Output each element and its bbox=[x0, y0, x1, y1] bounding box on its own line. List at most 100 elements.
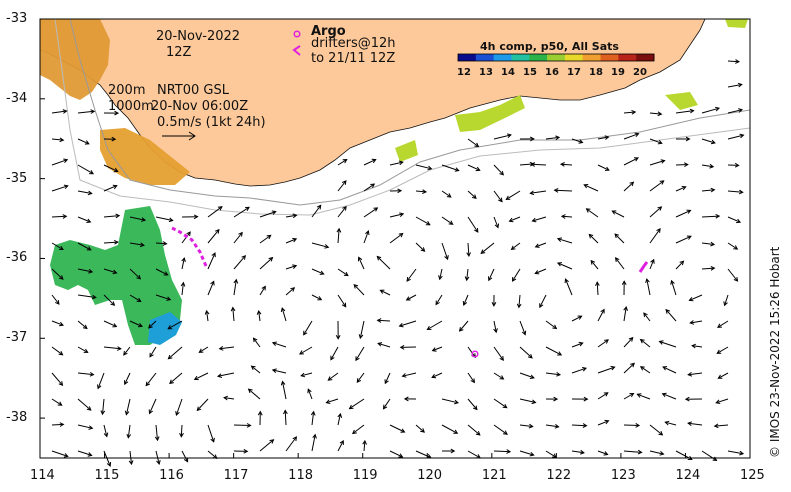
current-vector-head bbox=[685, 136, 691, 142]
current-vector-head bbox=[564, 278, 569, 284]
current-vector-head bbox=[539, 303, 544, 309]
current-vector bbox=[596, 282, 599, 296]
current-vector bbox=[389, 233, 403, 244]
current-vector-head bbox=[113, 167, 119, 173]
current-vector-head bbox=[438, 275, 443, 281]
current-vector bbox=[623, 393, 634, 400]
current-vector bbox=[155, 294, 171, 301]
current-vector bbox=[207, 424, 215, 442]
current-vector bbox=[129, 216, 146, 221]
current-vector bbox=[124, 372, 131, 385]
current-vector-head bbox=[348, 404, 354, 410]
current-vector-head bbox=[531, 217, 537, 223]
current-vector bbox=[640, 366, 651, 374]
x-tick-label: 114 bbox=[30, 468, 55, 483]
current-vector-head bbox=[336, 227, 342, 233]
current-vector bbox=[248, 388, 261, 400]
current-vector bbox=[51, 242, 64, 250]
sst-green-patch bbox=[50, 206, 182, 345]
current-vector-head bbox=[717, 323, 722, 328]
current-vector-head bbox=[505, 195, 511, 200]
current-vector-head bbox=[691, 343, 696, 349]
current-vector bbox=[727, 242, 738, 250]
current-vector bbox=[439, 268, 443, 280]
current-vector bbox=[103, 320, 117, 328]
current-vector bbox=[219, 346, 235, 350]
current-vector bbox=[688, 422, 703, 426]
current-vector-head bbox=[373, 207, 379, 212]
current-vector bbox=[103, 241, 118, 244]
current-vector-head bbox=[578, 139, 584, 144]
current-vector bbox=[519, 398, 536, 403]
current-vector-head bbox=[325, 399, 331, 404]
current-vector-head bbox=[319, 270, 325, 275]
map-hour: 12Z bbox=[166, 45, 192, 60]
current-vector bbox=[427, 320, 443, 330]
current-vector-head bbox=[371, 158, 377, 164]
current-vector bbox=[571, 138, 583, 143]
current-vector bbox=[282, 381, 287, 400]
current-vector-head bbox=[216, 373, 223, 378]
current-vector-head bbox=[578, 341, 584, 347]
current-vector bbox=[545, 346, 562, 356]
current-vector bbox=[155, 424, 158, 441]
current-vector-head bbox=[521, 330, 527, 336]
current-vector-head bbox=[670, 279, 675, 285]
current-vector bbox=[311, 411, 315, 426]
current-vector bbox=[180, 424, 183, 437]
current-vector bbox=[716, 346, 729, 354]
current-vector-head bbox=[435, 300, 440, 306]
current-vector-head bbox=[631, 109, 637, 115]
current-vector-head bbox=[714, 106, 721, 112]
current-vector-head bbox=[269, 439, 275, 444]
current-vector bbox=[285, 265, 297, 270]
current-vector bbox=[207, 281, 215, 296]
current-vector-head bbox=[715, 399, 721, 404]
current-vector-head bbox=[529, 136, 535, 142]
current-vector-head bbox=[659, 451, 665, 456]
current-vector-head bbox=[210, 437, 215, 443]
current-vector bbox=[512, 268, 521, 282]
current-vector bbox=[103, 268, 117, 274]
current-vector bbox=[51, 346, 63, 356]
current-vector-head bbox=[582, 367, 587, 372]
current-vector-head bbox=[689, 108, 695, 114]
current-vector-head bbox=[241, 255, 246, 260]
current-vector bbox=[51, 138, 64, 141]
current-vector-head bbox=[686, 235, 692, 240]
colorbar-segment bbox=[564, 54, 584, 61]
current-vector-head bbox=[508, 217, 514, 223]
current-vector-head bbox=[58, 350, 64, 356]
current-vector bbox=[77, 268, 93, 273]
current-vector bbox=[259, 286, 266, 296]
current-vector bbox=[441, 424, 458, 434]
current-vector bbox=[251, 365, 261, 374]
current-vector bbox=[535, 242, 547, 248]
current-vector-head bbox=[623, 305, 628, 311]
colorbar-tick-label: 17 bbox=[567, 67, 581, 78]
current-vector-head bbox=[660, 159, 666, 164]
current-vector bbox=[77, 320, 88, 329]
current-vector bbox=[355, 346, 365, 361]
current-vector bbox=[337, 268, 349, 277]
current-vector bbox=[272, 369, 287, 374]
current-vector bbox=[727, 268, 738, 282]
current-vector-head bbox=[204, 309, 210, 315]
current-vector-head bbox=[425, 221, 431, 226]
current-vector-head bbox=[560, 214, 566, 219]
copyright-text: © IMOS 23-Nov-2022 15:26 Hobart bbox=[768, 246, 782, 458]
current-vector bbox=[129, 268, 141, 280]
current-vector bbox=[623, 450, 642, 453]
current-vector-head bbox=[218, 345, 224, 351]
current-vector-head bbox=[687, 371, 693, 377]
current-vector-head bbox=[466, 252, 471, 258]
current-vector-head bbox=[629, 181, 635, 187]
current-vector bbox=[561, 215, 573, 218]
x-tick-label: 119 bbox=[352, 468, 378, 483]
current-vector bbox=[571, 450, 584, 454]
current-vector bbox=[415, 216, 431, 226]
current-vector bbox=[643, 312, 651, 322]
current-vector bbox=[377, 342, 391, 348]
current-vector-head bbox=[450, 448, 456, 454]
current-vector bbox=[103, 185, 117, 192]
